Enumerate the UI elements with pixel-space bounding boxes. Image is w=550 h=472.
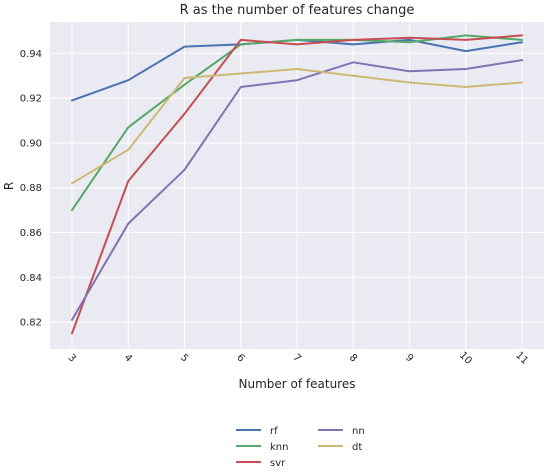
y-axis-label: R (2, 182, 16, 190)
x-tick-label: 6 (234, 352, 246, 364)
x-tick-label: 3 (66, 352, 78, 364)
y-tick-label: 0.84 (20, 273, 42, 284)
y-tick-label: 0.90 (20, 138, 42, 149)
y-axis: 0.82 0.84 0.86 0.88 0.90 0.92 0.94 (20, 49, 42, 329)
x-tick-label: 5 (178, 352, 190, 364)
x-tick-label: 10 (457, 350, 474, 367)
x-tick-label: 4 (122, 352, 134, 364)
series-line-knn (71, 34, 523, 212)
legend-label-knn: knn (270, 442, 288, 453)
y-tick-label: 0.94 (20, 49, 42, 60)
y-tick-label: 0.92 (20, 94, 42, 105)
legend-label-nn: nn (352, 426, 365, 437)
x-axis: 3 4 5 6 7 8 9 10 11 (66, 350, 531, 367)
legend-label-svr: svr (270, 458, 286, 469)
x-tick-label: 7 (291, 352, 303, 364)
series-line-nn (71, 59, 523, 321)
series-line-dt (71, 68, 523, 185)
x-tick-label: 11 (513, 350, 530, 367)
x-axis-label: Number of features (239, 377, 356, 391)
series-lines (71, 34, 523, 335)
y-tick-label: 0.82 (20, 318, 42, 329)
y-tick-label: 0.88 (20, 183, 42, 194)
series-line-svr (71, 34, 523, 335)
chart-title: R as the number of features change (180, 3, 415, 18)
legend-label-rf: rf (270, 426, 278, 437)
legend: rf knn svr nn dt (236, 426, 365, 469)
y-tick-label: 0.86 (20, 228, 42, 239)
x-tick-label: 8 (347, 352, 359, 364)
legend-label-dt: dt (352, 442, 362, 453)
grid (50, 22, 544, 349)
x-tick-label: 9 (403, 352, 415, 364)
